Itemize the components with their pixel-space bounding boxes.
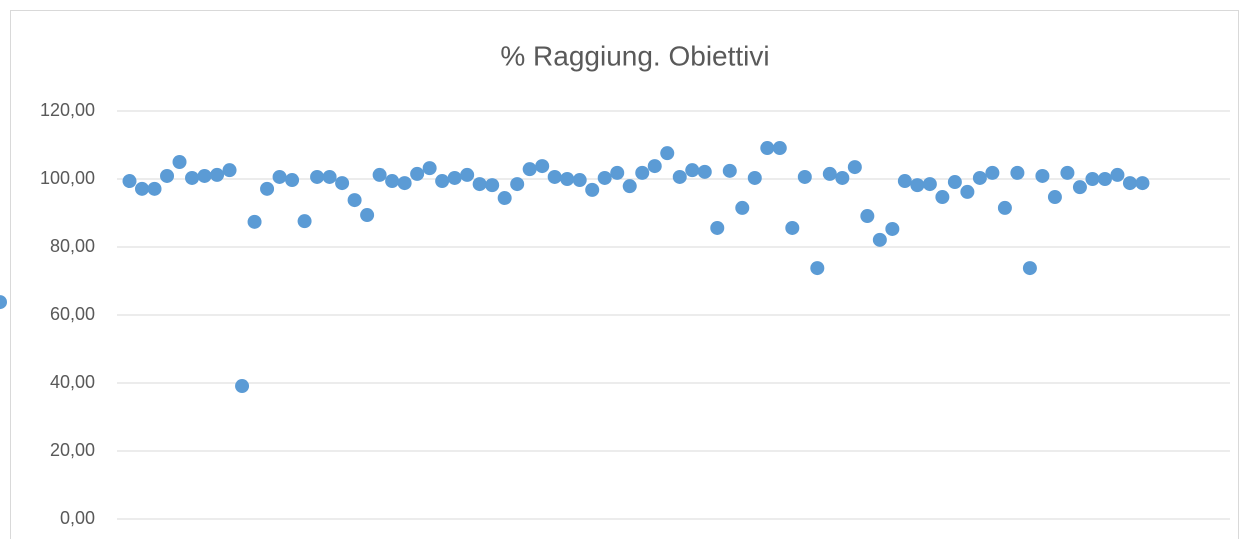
point (522, 162, 537, 177)
y-tick-label: 120,00 (40, 100, 95, 120)
point (197, 168, 212, 183)
point (710, 220, 725, 235)
point (460, 167, 475, 182)
point (572, 173, 587, 188)
point (997, 200, 1012, 215)
point (735, 200, 750, 215)
point (297, 214, 312, 229)
chart-title: % Raggiung. Obiettivi (500, 40, 769, 71)
point (235, 379, 250, 394)
point (922, 177, 937, 192)
point (660, 146, 675, 161)
point (1010, 165, 1025, 180)
point (385, 174, 400, 189)
point (260, 181, 275, 196)
point (210, 167, 225, 182)
point (1072, 180, 1087, 195)
point (1135, 176, 1150, 191)
point (222, 163, 237, 178)
point (1122, 176, 1137, 191)
point (160, 168, 175, 183)
point (1060, 165, 1075, 180)
point (772, 141, 787, 156)
point (1097, 172, 1112, 186)
point (910, 178, 925, 193)
point (1085, 172, 1100, 186)
point (872, 232, 887, 247)
y-tick-label: 40,00 (50, 372, 95, 392)
point (647, 159, 662, 174)
point (135, 181, 150, 196)
point (185, 170, 200, 185)
point (585, 182, 600, 197)
y-tick-label: 0,00 (60, 508, 95, 528)
point (760, 141, 775, 156)
point (347, 193, 362, 208)
point (497, 191, 512, 206)
point (685, 163, 700, 178)
point (547, 169, 562, 184)
point (672, 169, 687, 184)
y-tick-label: 80,00 (50, 236, 95, 256)
point (835, 170, 850, 185)
point (697, 164, 712, 179)
point (122, 174, 137, 189)
point (510, 177, 525, 192)
point (635, 165, 650, 180)
point (935, 190, 950, 205)
y-tick-label: 60,00 (50, 304, 95, 324)
point (1110, 167, 1125, 182)
point (747, 170, 762, 185)
point (272, 169, 287, 184)
point (360, 208, 375, 223)
point (422, 161, 437, 176)
point (785, 220, 800, 235)
point (622, 179, 637, 194)
point (960, 184, 975, 199)
point (985, 165, 1000, 180)
point (860, 209, 875, 224)
point (722, 163, 737, 178)
point (597, 170, 612, 185)
point (1035, 168, 1050, 183)
point (247, 214, 262, 229)
point (285, 173, 300, 188)
point (410, 166, 425, 181)
point (435, 174, 450, 189)
y-tick-label: 100,00 (40, 168, 95, 188)
point (447, 170, 462, 185)
point (810, 261, 825, 276)
point (322, 169, 337, 184)
point (1047, 190, 1062, 205)
point (172, 155, 187, 169)
point (822, 166, 837, 181)
y-tick-label: 20,00 (50, 440, 95, 460)
point (972, 170, 987, 185)
point (472, 177, 487, 192)
point (397, 176, 412, 191)
point (485, 178, 500, 193)
point (797, 169, 812, 184)
point (947, 175, 962, 190)
point (1022, 261, 1037, 276)
point (0, 295, 7, 310)
point (897, 174, 912, 189)
point (335, 176, 350, 191)
point (885, 221, 900, 236)
chart-border (10, 10, 1239, 539)
point (610, 165, 625, 180)
point (535, 159, 550, 174)
point (560, 172, 575, 186)
point (147, 181, 162, 196)
point (847, 160, 862, 175)
point (310, 169, 325, 184)
point (372, 167, 387, 182)
